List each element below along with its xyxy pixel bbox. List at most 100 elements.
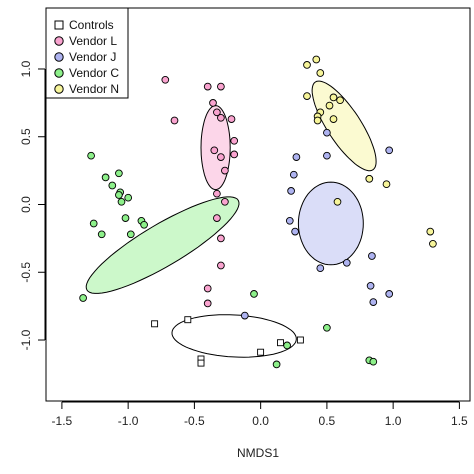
point-vendor-l xyxy=(217,113,225,122)
legend-label-vendor-j: Vendor J xyxy=(69,50,116,64)
legend-marker-controls xyxy=(54,20,64,30)
y-tick-label: 0.5 xyxy=(19,128,33,145)
point-vendor-l xyxy=(217,234,225,243)
legend: Controls Vendor L Vendor J Vendor C Vendor N xyxy=(45,7,129,99)
point-vendor-n xyxy=(329,93,338,102)
point-controls xyxy=(197,359,205,367)
point-vendor-c xyxy=(108,181,117,190)
point-vendor-c xyxy=(117,197,126,206)
point-vendor-l xyxy=(227,115,236,123)
point-vendor-j xyxy=(292,153,301,161)
point-vendor-j xyxy=(287,187,295,195)
point-vendor-c xyxy=(79,294,87,302)
point-layer xyxy=(79,55,437,369)
point-vendor-j xyxy=(323,151,331,160)
legend-label-vendor-c: Vendor C xyxy=(69,66,119,80)
point-vendor-l xyxy=(217,261,225,270)
point-vendor-n xyxy=(365,174,374,183)
point-vendor-j xyxy=(316,264,325,273)
point-vendor-n xyxy=(426,227,435,236)
point-vendor-j xyxy=(369,298,378,306)
point-vendor-n xyxy=(329,115,338,123)
point-vendor-j xyxy=(323,128,331,137)
point-vendor-l xyxy=(230,150,239,159)
point-vendor-j xyxy=(366,281,375,290)
y-tick-label: 0.0 xyxy=(19,196,33,213)
point-vendor-l xyxy=(213,108,221,117)
point-vendor-c xyxy=(115,191,123,199)
legend-marker-vendor-l xyxy=(54,36,64,46)
legend-marker-vendor-j xyxy=(54,52,64,62)
point-vendor-c xyxy=(140,220,148,229)
legend-marker-vendor-c xyxy=(54,68,64,78)
point-vendor-n xyxy=(336,96,344,105)
point-controls xyxy=(296,336,304,344)
point-vendor-j xyxy=(385,290,394,298)
point-vendor-j xyxy=(385,146,394,155)
point-vendor-l xyxy=(217,153,225,161)
legend-label-vendor-n: Vendor N xyxy=(69,82,119,96)
legend-label-controls: Controls xyxy=(69,18,114,32)
point-vendor-l xyxy=(213,189,221,198)
point-vendor-l xyxy=(203,82,212,91)
ellipse-controls xyxy=(171,314,297,358)
point-vendor-c xyxy=(101,173,110,182)
point-vendor-l xyxy=(213,214,221,222)
point-vendor-c xyxy=(272,360,281,369)
point-vendor-n xyxy=(303,92,311,100)
x-tick-label: -1.0 xyxy=(118,414,139,428)
x-tick-label: 0.5 xyxy=(319,414,336,428)
point-vendor-c xyxy=(126,230,135,239)
plot-frame xyxy=(45,7,471,402)
x-tick-label: 0.0 xyxy=(252,414,269,428)
point-controls xyxy=(184,316,192,324)
point-vendor-n xyxy=(325,101,334,110)
point-vendor-l xyxy=(161,75,170,84)
point-vendor-c xyxy=(124,193,133,202)
x-tick-label: -1.5 xyxy=(52,414,73,428)
point-vendor-l xyxy=(203,284,212,293)
point-vendor-n xyxy=(382,180,391,189)
point-vendor-n xyxy=(313,116,322,125)
point-vendor-j xyxy=(291,227,299,236)
point-vendor-n xyxy=(312,55,321,64)
point-vendor-j xyxy=(368,252,376,260)
point-vendor-j xyxy=(289,170,298,179)
point-vendor-n xyxy=(333,197,342,206)
point-vendor-j xyxy=(342,258,351,267)
point-vendor-n xyxy=(303,61,311,69)
x-tick-label: -0.5 xyxy=(184,414,205,428)
point-vendor-l xyxy=(210,146,219,155)
ellipse-vendor-n xyxy=(311,80,377,172)
point-vendor-c xyxy=(121,214,130,222)
point-vendor-l xyxy=(203,299,212,308)
point-controls xyxy=(257,348,265,356)
point-vendor-j xyxy=(285,216,294,225)
point-vendor-c xyxy=(115,169,123,178)
point-vendor-c xyxy=(369,357,378,366)
legend-marker-vendor-n xyxy=(54,84,64,94)
point-vendor-c xyxy=(97,230,106,239)
point-vendor-c xyxy=(250,290,258,298)
point-vendor-n xyxy=(429,239,437,248)
point-vendor-l xyxy=(217,82,225,91)
legend-label-vendor-l: Vendor L xyxy=(69,34,117,48)
x-tick-label: 1.5 xyxy=(451,414,468,428)
point-vendor-c xyxy=(323,323,331,332)
x-axis-title: NMDS1 xyxy=(237,446,279,460)
point-vendor-n xyxy=(316,69,325,77)
point-vendor-c xyxy=(87,151,95,160)
point-vendor-c xyxy=(89,219,98,228)
point-vendor-j xyxy=(240,311,249,320)
point-vendor-c xyxy=(283,341,291,350)
point-vendor-l xyxy=(221,197,229,206)
point-vendor-l xyxy=(230,136,239,145)
point-vendor-l xyxy=(209,99,217,107)
point-controls xyxy=(277,339,284,347)
point-vendor-l xyxy=(221,166,229,175)
ellipse-vendor-j xyxy=(297,181,364,266)
x-axis: -1.5 -1.0 -0.5 0.0 0.5 1.0 1.5 xyxy=(52,401,468,428)
y-tick-label: -1.0 xyxy=(19,329,33,350)
y-tick-label: -0.5 xyxy=(19,262,33,283)
